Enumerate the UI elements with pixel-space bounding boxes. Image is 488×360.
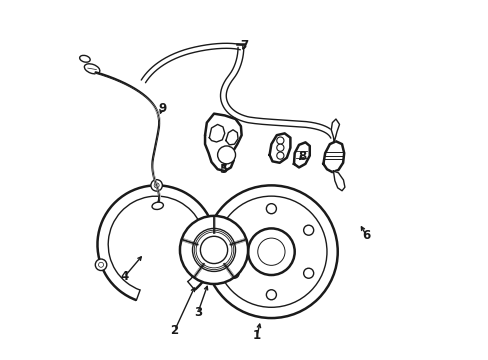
Circle shape — [217, 146, 235, 164]
Circle shape — [303, 268, 313, 278]
Ellipse shape — [84, 64, 100, 74]
Text: 6: 6 — [362, 229, 370, 242]
Circle shape — [229, 268, 239, 278]
Text: 3: 3 — [193, 306, 202, 319]
Text: 8: 8 — [297, 150, 305, 163]
Circle shape — [276, 144, 284, 151]
Circle shape — [180, 216, 247, 284]
Polygon shape — [323, 141, 344, 172]
Circle shape — [204, 185, 337, 318]
Polygon shape — [269, 134, 290, 163]
Text: 7: 7 — [240, 39, 248, 52]
Circle shape — [202, 269, 213, 280]
Circle shape — [276, 152, 284, 159]
Ellipse shape — [152, 202, 163, 210]
Polygon shape — [330, 119, 339, 142]
Circle shape — [151, 180, 162, 191]
Ellipse shape — [80, 55, 90, 62]
Polygon shape — [293, 142, 309, 167]
Text: 4: 4 — [120, 270, 128, 283]
Circle shape — [266, 204, 276, 214]
Circle shape — [303, 225, 313, 235]
Text: 5: 5 — [219, 163, 226, 176]
Circle shape — [266, 290, 276, 300]
Polygon shape — [225, 130, 238, 145]
Circle shape — [200, 236, 227, 264]
Circle shape — [276, 137, 284, 144]
Polygon shape — [333, 171, 344, 191]
Circle shape — [247, 228, 294, 275]
Polygon shape — [209, 125, 224, 142]
Text: 1: 1 — [252, 329, 261, 342]
Polygon shape — [204, 114, 241, 171]
Circle shape — [95, 259, 106, 270]
Circle shape — [229, 225, 239, 235]
Text: 9: 9 — [158, 102, 166, 115]
Text: 2: 2 — [170, 324, 178, 337]
